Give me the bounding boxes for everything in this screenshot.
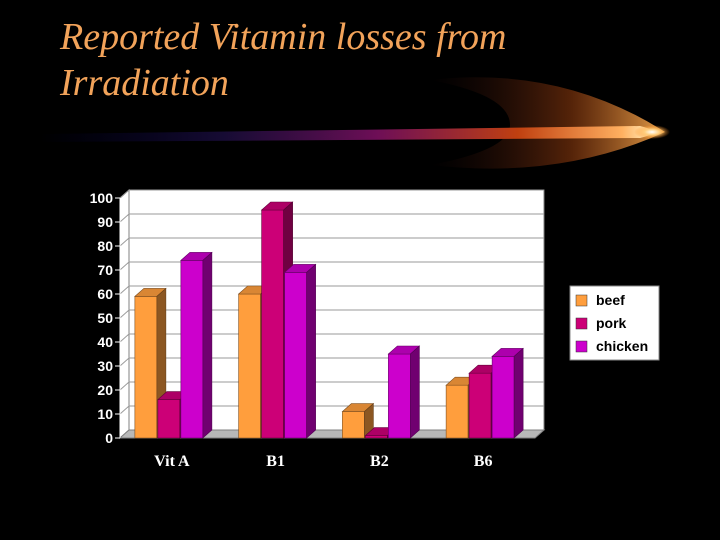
x-category-label: Vit A <box>154 453 190 470</box>
slide-title-line-1: Reported Vitamin losses from <box>60 16 507 58</box>
legend-label: pork <box>596 315 627 331</box>
x-axis-categories: Vit A B1 B2 B6 <box>154 453 492 470</box>
bar-chicken-b2 <box>387 345 421 439</box>
gridlines <box>119 189 544 439</box>
y-tick-label: 40 <box>97 334 113 350</box>
x-category-label: B1 <box>266 453 285 470</box>
y-tick-label: 60 <box>97 286 113 302</box>
gridline <box>119 237 544 247</box>
legend-swatch <box>575 340 588 353</box>
y-tick-label: 80 <box>97 238 113 254</box>
bar-chicken-b1 <box>283 263 317 439</box>
y-tick-label: 90 <box>97 214 113 230</box>
legend: beef pork chicken <box>569 285 660 361</box>
gridline <box>119 333 544 343</box>
gridline <box>119 213 544 223</box>
y-tick-label: 0 <box>105 430 113 446</box>
y-tick-label: 10 <box>97 406 113 422</box>
slide-title-line-2: Irradiation <box>60 62 229 104</box>
legend-label: chicken <box>596 338 648 354</box>
x-category-label: B2 <box>370 453 389 470</box>
y-tick-label: 70 <box>97 262 113 278</box>
gridline <box>119 309 544 319</box>
y-axis-ticks: 0 10 20 30 40 50 60 70 80 90 100 <box>90 190 120 446</box>
bars <box>134 201 524 439</box>
x-category-label: B6 <box>474 453 493 470</box>
legend-swatch <box>575 317 588 330</box>
legend-swatch <box>575 294 588 307</box>
y-tick-label: 20 <box>97 382 113 398</box>
title-comet-streak <box>40 77 670 169</box>
gridline <box>119 285 544 295</box>
bar-chicken-b6 <box>491 347 524 439</box>
legend-label: beef <box>596 292 625 308</box>
y-tick-label: 100 <box>90 190 114 206</box>
y-tick-label: 30 <box>97 358 113 374</box>
y-tick-label: 50 <box>97 310 113 326</box>
slide-title: Reported Vitamin losses from Irradiation <box>60 14 620 106</box>
gridline <box>119 189 544 199</box>
chart-floor <box>118 198 546 439</box>
gridline <box>119 261 544 271</box>
bar-chicken-vit-a <box>180 251 213 439</box>
